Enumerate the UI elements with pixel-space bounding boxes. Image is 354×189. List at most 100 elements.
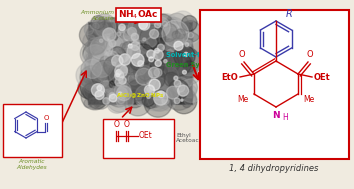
Circle shape: [99, 37, 116, 54]
Circle shape: [128, 44, 132, 48]
Circle shape: [94, 45, 116, 67]
Circle shape: [173, 57, 180, 64]
Circle shape: [87, 64, 109, 86]
Circle shape: [123, 68, 149, 94]
Circle shape: [86, 37, 105, 56]
Circle shape: [95, 50, 112, 67]
Circle shape: [170, 60, 178, 69]
Text: Aromatic
Aldehydes: Aromatic Aldehydes: [17, 159, 47, 170]
Circle shape: [103, 77, 127, 102]
Circle shape: [102, 59, 119, 77]
Circle shape: [162, 49, 179, 67]
Circle shape: [173, 63, 185, 75]
Circle shape: [92, 49, 116, 74]
Circle shape: [150, 67, 165, 82]
Circle shape: [115, 36, 135, 56]
Circle shape: [118, 57, 146, 84]
Circle shape: [109, 92, 115, 99]
Circle shape: [131, 59, 158, 85]
Circle shape: [147, 86, 172, 111]
Circle shape: [83, 59, 102, 78]
Circle shape: [98, 40, 104, 45]
Circle shape: [142, 91, 159, 108]
Circle shape: [119, 82, 126, 90]
Circle shape: [155, 91, 167, 103]
Circle shape: [80, 66, 103, 89]
Circle shape: [88, 90, 107, 109]
Circle shape: [147, 37, 156, 47]
Circle shape: [149, 57, 154, 62]
Circle shape: [153, 50, 163, 60]
Circle shape: [112, 52, 128, 68]
Circle shape: [180, 61, 195, 76]
Circle shape: [136, 68, 152, 85]
Circle shape: [188, 33, 194, 38]
Circle shape: [156, 81, 181, 105]
Circle shape: [138, 31, 166, 59]
Circle shape: [111, 62, 115, 67]
Circle shape: [128, 73, 139, 85]
Circle shape: [122, 71, 139, 88]
Circle shape: [159, 50, 168, 59]
Text: OEt: OEt: [314, 74, 331, 83]
Circle shape: [84, 25, 93, 35]
Circle shape: [142, 57, 147, 62]
Circle shape: [97, 19, 111, 33]
Circle shape: [135, 85, 156, 106]
Circle shape: [138, 38, 164, 64]
Circle shape: [167, 27, 183, 43]
Circle shape: [88, 35, 95, 42]
Circle shape: [138, 84, 144, 90]
Circle shape: [160, 95, 176, 110]
Circle shape: [142, 94, 154, 107]
Circle shape: [107, 93, 127, 113]
Circle shape: [94, 27, 102, 35]
Circle shape: [149, 67, 160, 78]
Circle shape: [129, 42, 140, 53]
Circle shape: [130, 59, 153, 82]
Circle shape: [131, 33, 138, 40]
Circle shape: [119, 54, 131, 65]
Circle shape: [114, 79, 129, 94]
Circle shape: [131, 58, 143, 70]
Circle shape: [176, 66, 186, 76]
Circle shape: [84, 82, 100, 99]
Circle shape: [124, 48, 143, 67]
Text: Green Synthesis: Green Synthesis: [166, 62, 227, 68]
Circle shape: [118, 16, 137, 36]
Circle shape: [130, 21, 152, 43]
Circle shape: [113, 59, 123, 69]
Circle shape: [119, 24, 125, 31]
Circle shape: [82, 83, 97, 98]
Circle shape: [98, 37, 105, 44]
Circle shape: [135, 21, 163, 49]
Circle shape: [148, 25, 174, 51]
Circle shape: [118, 27, 125, 33]
Circle shape: [174, 80, 181, 87]
Circle shape: [175, 29, 185, 39]
Circle shape: [153, 15, 177, 39]
Circle shape: [148, 94, 162, 107]
Circle shape: [183, 70, 187, 74]
Circle shape: [161, 60, 185, 84]
Circle shape: [118, 16, 133, 31]
Circle shape: [113, 12, 140, 39]
Circle shape: [101, 55, 124, 78]
Circle shape: [104, 57, 113, 66]
Circle shape: [112, 47, 126, 61]
Circle shape: [173, 57, 185, 68]
Circle shape: [91, 39, 105, 53]
Circle shape: [80, 41, 106, 67]
Circle shape: [154, 65, 160, 71]
Circle shape: [180, 22, 185, 27]
Circle shape: [149, 75, 162, 88]
Text: O: O: [44, 115, 49, 122]
Circle shape: [125, 79, 147, 101]
Circle shape: [145, 71, 172, 98]
Circle shape: [88, 44, 102, 58]
Circle shape: [137, 85, 145, 92]
Circle shape: [153, 14, 179, 40]
Circle shape: [144, 94, 154, 104]
Circle shape: [139, 20, 150, 30]
Circle shape: [162, 38, 176, 52]
